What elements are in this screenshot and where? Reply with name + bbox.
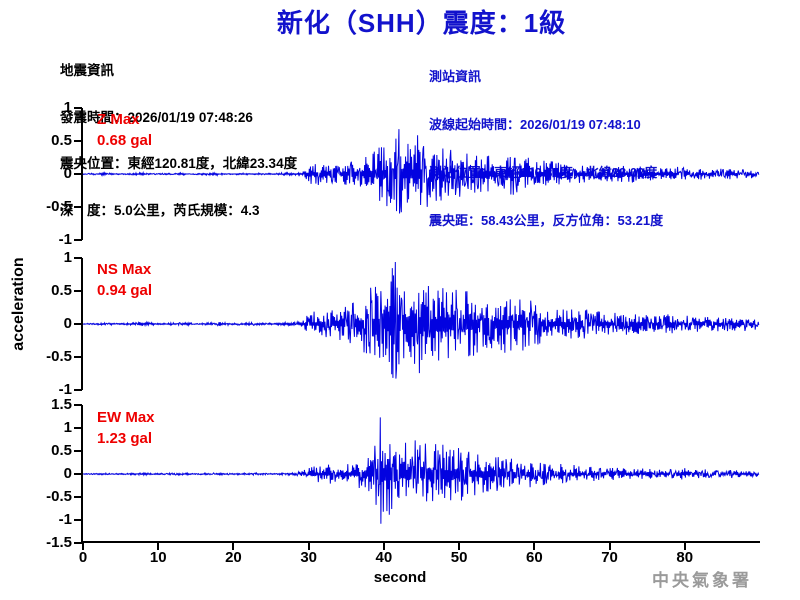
- x-tick-label: 50: [450, 549, 468, 566]
- distance-azimuth: 震央距：58.43公里，反方位角：53.21度: [429, 213, 664, 228]
- ew-max-value: 1.23 gal: [97, 430, 153, 447]
- y-tick: [74, 290, 82, 292]
- x-axis-label: second: [373, 569, 427, 586]
- ns-max-value: 0.94 gal: [97, 282, 153, 299]
- x-tick: [608, 543, 611, 550]
- y-tick-label: 0.5: [51, 282, 72, 299]
- x-tick: [307, 543, 310, 550]
- ns-max-label: NS Max 0.94 gal: [97, 259, 152, 301]
- depth-magnitude: 深 度：5.0公里，芮氏規模：4.3: [60, 202, 260, 218]
- y-tick: [74, 107, 82, 109]
- y-tick-label: 0: [63, 465, 72, 482]
- y-tick-label: -0.5: [46, 198, 72, 215]
- y-tick: [74, 404, 82, 406]
- origin-time: 發震時間：2026/01/19 07:48:26: [60, 109, 253, 125]
- agency-watermark: 中央氣象署: [652, 571, 752, 590]
- epicenter-location: 震央位置：東經120.81度，北緯23.34度: [60, 156, 298, 171]
- y-tick: [74, 206, 82, 208]
- y-tick: [74, 323, 82, 325]
- y-axis-spine: [81, 258, 83, 390]
- y-tick-label: 1.5: [51, 396, 72, 413]
- y-tick: [74, 140, 82, 142]
- y-tick-label: 1: [63, 99, 72, 116]
- y-tick: [74, 427, 82, 429]
- y-tick-label: 1: [63, 419, 72, 436]
- y-tick: [74, 496, 82, 498]
- x-tick: [458, 543, 461, 550]
- x-tick-label: 10: [149, 549, 167, 566]
- y-tick-label: -1: [58, 381, 72, 398]
- y-tick-label: 0: [63, 315, 72, 332]
- y-tick-label: -1.5: [46, 534, 72, 551]
- x-tick-label: 80: [676, 549, 694, 566]
- y-tick-label: -1: [58, 231, 72, 248]
- y-tick-label: -0.5: [46, 488, 72, 505]
- x-tick-label: 0: [78, 549, 88, 566]
- ew-max-title: EW Max: [97, 409, 155, 426]
- y-tick: [74, 542, 82, 544]
- y-tick: [74, 450, 82, 452]
- x-tick-label: 30: [300, 549, 317, 566]
- y-tick: [74, 473, 82, 475]
- wave-start-time: 波線起始時間：2026/01/19 07:48:10: [429, 117, 641, 132]
- y-tick-label: -0.5: [46, 348, 72, 365]
- z-max-title: Z Max: [97, 111, 140, 128]
- x-tick-label: 60: [525, 549, 543, 566]
- y-tick: [74, 519, 82, 521]
- x-tick: [683, 543, 686, 550]
- x-tick-label: 40: [375, 549, 393, 566]
- y-tick-label: 1: [63, 249, 72, 266]
- x-tick: [232, 543, 235, 550]
- x-axis-line: [81, 541, 760, 543]
- ns-max-title: NS Max: [97, 261, 152, 278]
- ew-max-label: EW Max 1.23 gal: [97, 407, 155, 449]
- x-tick-label: 20: [225, 549, 242, 566]
- x-tick: [382, 543, 385, 550]
- z-waveform: [82, 129, 760, 214]
- y-tick: [74, 356, 82, 358]
- z-max-label: Z Max 0.68 gal: [97, 109, 152, 151]
- x-tick: [82, 543, 84, 550]
- y-axis-spine: [81, 108, 83, 240]
- ew-waveform: [82, 417, 760, 524]
- earthquake-info-heading: 地震資訊: [60, 63, 114, 78]
- y-tick: [74, 239, 82, 241]
- y-axis-spine: [81, 405, 83, 543]
- x-tick: [533, 543, 536, 550]
- earthquake-info-block: 地震資訊 發震時間：2026/01/19 07:48:26 震央位置：東經120…: [60, 32, 297, 234]
- x-tick: [157, 543, 160, 550]
- station-info-heading: 測站資訊: [429, 69, 482, 84]
- y-tick-label: 0.5: [51, 442, 72, 459]
- ns-waveform: [82, 261, 760, 379]
- y-tick-label: -1: [58, 511, 72, 528]
- y-tick-label: 0: [63, 165, 72, 182]
- z-max-value: 0.68 gal: [97, 132, 153, 149]
- y-tick: [74, 389, 82, 391]
- x-tick-label: 70: [601, 549, 618, 566]
- y-tick-label: 0.5: [51, 132, 72, 149]
- y-tick: [74, 173, 82, 175]
- page-title: 新化（SHH）震度：1級: [276, 8, 567, 38]
- y-tick: [74, 257, 82, 259]
